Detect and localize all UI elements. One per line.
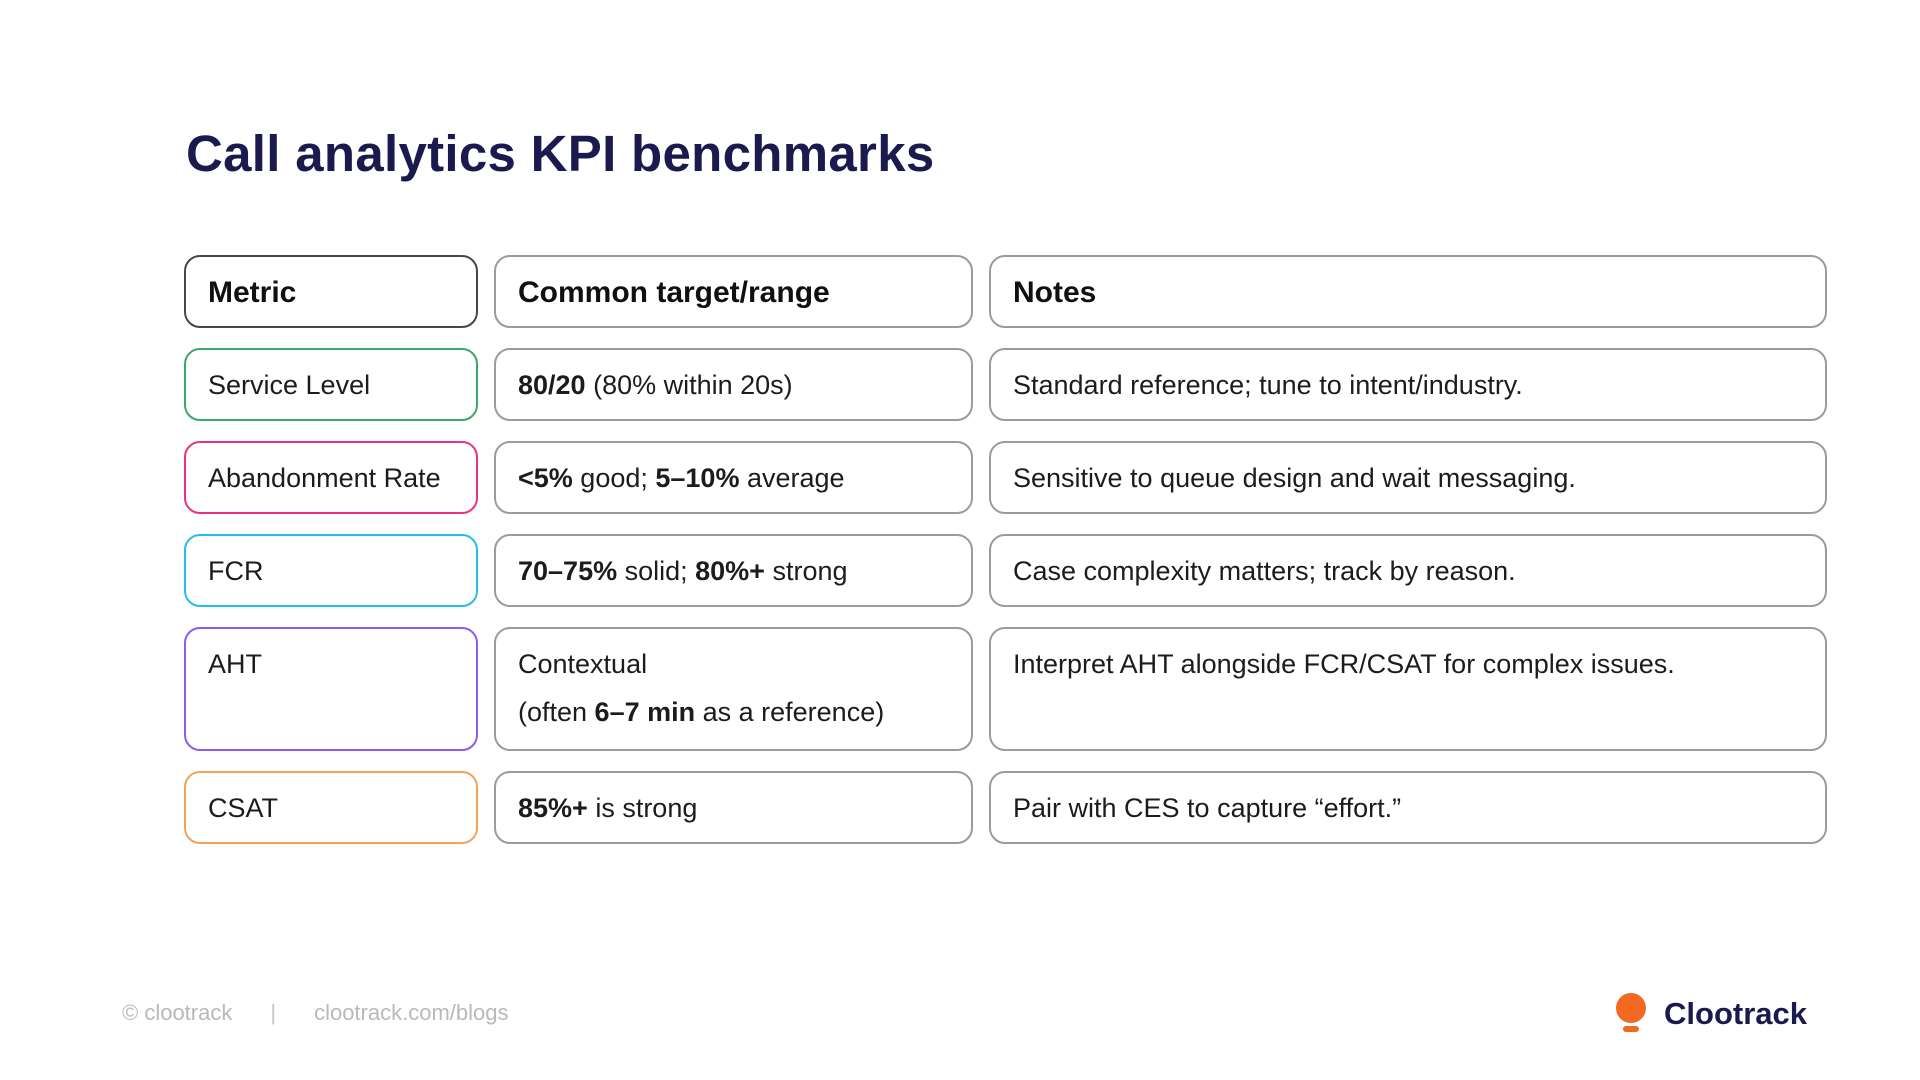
page-title: Call analytics KPI benchmarks [186, 125, 935, 183]
table-row: CSAT 85%+ is strong Pair with CES to cap… [184, 771, 1828, 844]
target-cell: 70–75% solid; 80%+ strong [494, 534, 973, 607]
metric-cell: Abandonment Rate [184, 441, 478, 514]
metric-label: Service Level [208, 370, 371, 400]
footer-url: clootrack.com/blogs [314, 1000, 509, 1025]
target-cell: 85%+ is strong [494, 771, 973, 844]
notes-cell-text: Interpret AHT alongside FCR/CSAT for com… [1013, 649, 1675, 679]
metric-label: CSAT [208, 793, 279, 823]
table-row: Service Level 80/20 (80% within 20s) Sta… [184, 348, 1828, 421]
notes-cell-text: Sensitive to queue design and wait messa… [1013, 463, 1576, 493]
metric-label: FCR [208, 556, 264, 586]
table-row: FCR 70–75% solid; 80%+ strong Case compl… [184, 534, 1828, 607]
target-cell: <5% good; 5–10% average [494, 441, 973, 514]
table-row: AHT Contextual (often 6–7 min as a refere… [184, 627, 1828, 751]
target-cell: Contextual (often 6–7 min as a reference) [494, 627, 973, 751]
footer: © clootrack | clootrack.com/blogs [122, 1000, 509, 1026]
metric-label: Abandonment Rate [208, 463, 441, 493]
header-cell-notes: Notes [989, 255, 1827, 328]
metric-cell: AHT [184, 627, 478, 751]
header-cell-metric: Metric [184, 255, 478, 328]
notes-cell: Case complexity matters; track by reason… [989, 534, 1827, 607]
notes-cell: Pair with CES to capture “effort.” [989, 771, 1827, 844]
notes-cell-text: Pair with CES to capture “effort.” [1013, 793, 1402, 823]
brand-name: Clootrack [1664, 996, 1807, 1031]
kpi-benchmark-table: Metric Common target/range Notes Service… [184, 255, 1828, 844]
metric-label: AHT [208, 649, 262, 679]
notes-cell-text: Standard reference; tune to intent/indus… [1013, 370, 1523, 400]
notes-cell-text: Case complexity matters; track by reason… [1013, 556, 1516, 586]
header-label: Metric [208, 276, 297, 309]
table-header-row: Metric Common target/range Notes [184, 255, 1828, 328]
notes-cell: Standard reference; tune to intent/indus… [989, 348, 1827, 421]
lightbulb-icon [1612, 992, 1650, 1036]
footer-separator: | [270, 1000, 277, 1025]
clootrack-brand: Clootrack [1612, 992, 1807, 1036]
metric-cell: CSAT [184, 771, 478, 844]
target-cell: 80/20 (80% within 20s) [494, 348, 973, 421]
metric-cell: FCR [184, 534, 478, 607]
table-row: Abandonment Rate <5% good; 5–10% average… [184, 441, 1828, 514]
footer-copyright: © clootrack [122, 1000, 233, 1025]
notes-cell: Interpret AHT alongside FCR/CSAT for com… [989, 627, 1827, 751]
header-cell-target: Common target/range [494, 255, 973, 328]
notes-cell: Sensitive to queue design and wait messa… [989, 441, 1827, 514]
header-label: Common target/range [518, 276, 830, 309]
metric-cell: Service Level [184, 348, 478, 421]
header-label: Notes [1013, 276, 1097, 309]
table-rows: Service Level 80/20 (80% within 20s) Sta… [184, 348, 1828, 844]
